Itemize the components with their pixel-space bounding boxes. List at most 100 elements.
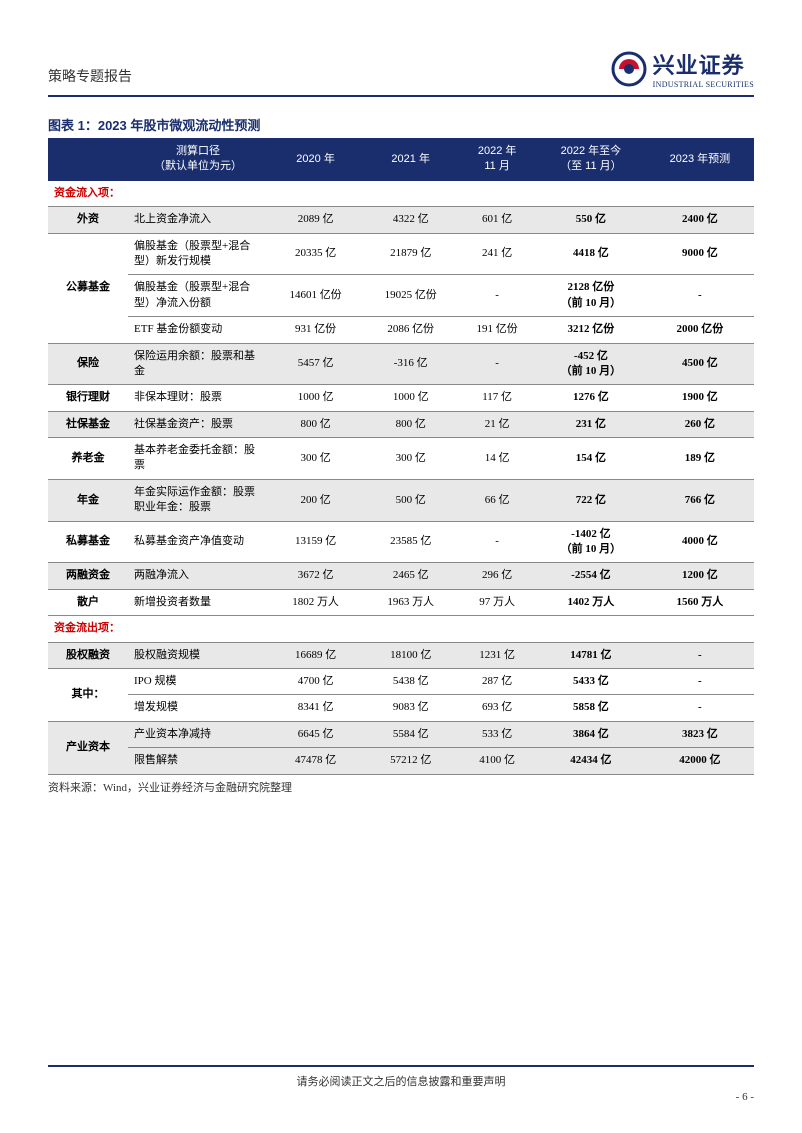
value-cell: 97 万人: [458, 589, 536, 615]
description-cell: 增发规模: [128, 695, 268, 721]
value-cell: 601 亿: [458, 207, 536, 233]
value-cell: 1276 亿: [536, 385, 646, 411]
logo-name-en: INDUSTRIAL SECURITIES: [653, 80, 754, 89]
value-cell: 500 亿: [363, 479, 458, 521]
company-logo: 兴业证券 INDUSTRIAL SECURITIES: [611, 48, 754, 89]
value-cell: 42434 亿: [536, 748, 646, 774]
value-cell: 693 亿: [458, 695, 536, 721]
value-cell: 2128 亿份（前 10 月）: [536, 275, 646, 317]
table-row: 社保基金社保基金资产：股票800 亿800 亿21 亿231 亿260 亿: [48, 411, 754, 437]
table-row: 产业资本产业资本净减持6645 亿5584 亿533 亿3864 亿3823 亿: [48, 721, 754, 747]
chart-title: 图表 1：2023 年股市微观流动性预测: [48, 115, 754, 134]
description-cell: 基本养老金委托金额：股票: [128, 438, 268, 480]
value-cell: -: [458, 275, 536, 317]
value-cell: 6645 亿: [268, 721, 363, 747]
value-cell: 3823 亿: [646, 721, 754, 747]
value-cell: 23585 亿: [363, 521, 458, 563]
description-cell: 年金实际运作金额：股票职业年金：股票: [128, 479, 268, 521]
table-row: 公募基金偏股基金（股票型+混合型）新发行规模20335 亿21879 亿241 …: [48, 233, 754, 275]
value-cell: 300 亿: [363, 438, 458, 480]
table-header: 测算口径（默认单位为元）2020 年2021 年2022 年11 月2022 年…: [48, 138, 754, 181]
value-cell: 1560 万人: [646, 589, 754, 615]
category-cell: 公募基金: [48, 233, 128, 343]
value-cell: 5457 亿: [268, 343, 363, 385]
value-cell: 1000 亿: [363, 385, 458, 411]
description-cell: IPO 规模: [128, 668, 268, 694]
table-row: 年金年金实际运作金额：股票职业年金：股票200 亿500 亿66 亿722 亿7…: [48, 479, 754, 521]
value-cell: -452 亿（前 10 月）: [536, 343, 646, 385]
section-label: 资金流出项：: [48, 616, 754, 642]
value-cell: -: [646, 275, 754, 317]
value-cell: 766 亿: [646, 479, 754, 521]
value-cell: 154 亿: [536, 438, 646, 480]
description-cell: 新增投资者数量: [128, 589, 268, 615]
value-cell: -: [458, 343, 536, 385]
value-cell: 931 亿份: [268, 317, 363, 343]
category-cell: 银行理财: [48, 385, 128, 411]
category-cell: 社保基金: [48, 411, 128, 437]
value-cell: 2086 亿份: [363, 317, 458, 343]
value-cell: 8341 亿: [268, 695, 363, 721]
value-cell: 1402 万人: [536, 589, 646, 615]
value-cell: 21879 亿: [363, 233, 458, 275]
value-cell: 231 亿: [536, 411, 646, 437]
description-cell: 社保基金资产：股票: [128, 411, 268, 437]
value-cell: 9083 亿: [363, 695, 458, 721]
value-cell: 5438 亿: [363, 668, 458, 694]
value-cell: 9000 亿: [646, 233, 754, 275]
value-cell: 800 亿: [268, 411, 363, 437]
description-cell: 股权融资规模: [128, 642, 268, 668]
value-cell: 5584 亿: [363, 721, 458, 747]
data-source: 资料来源：Wind，兴业证券经济与金融研究院整理: [48, 779, 754, 795]
column-header: 2021 年: [363, 138, 458, 181]
value-cell: 1000 亿: [268, 385, 363, 411]
page-number: - 6 -: [48, 1091, 754, 1103]
value-cell: 14781 亿: [536, 642, 646, 668]
description-cell: 私募基金资产净值变动: [128, 521, 268, 563]
description-cell: ETF 基金份额变动: [128, 317, 268, 343]
category-cell: 年金: [48, 479, 128, 521]
category-cell: 两融资金: [48, 563, 128, 589]
value-cell: 200 亿: [268, 479, 363, 521]
logo-name-cn: 兴业证券: [653, 48, 745, 80]
page-header: 策略专题报告 兴业证券 INDUSTRIAL SECURITIES: [48, 48, 754, 97]
table-row: 两融资金两融净流入3672 亿2465 亿296 亿-2554 亿1200 亿: [48, 563, 754, 589]
value-cell: 4700 亿: [268, 668, 363, 694]
description-cell: 限售解禁: [128, 748, 268, 774]
table-row: ETF 基金份额变动931 亿份2086 亿份191 亿份3212 亿份2000…: [48, 317, 754, 343]
table-row: 私募基金私募基金资产净值变动13159 亿23585 亿--1402 亿（前 1…: [48, 521, 754, 563]
value-cell: 533 亿: [458, 721, 536, 747]
value-cell: 2000 亿份: [646, 317, 754, 343]
report-type: 策略专题报告: [48, 48, 132, 86]
value-cell: -2554 亿: [536, 563, 646, 589]
value-cell: 260 亿: [646, 411, 754, 437]
description-cell: 非保本理财：股票: [128, 385, 268, 411]
value-cell: 191 亿份: [458, 317, 536, 343]
table-row: 保险保险运用余额：股票和基金5457 亿-316 亿--452 亿（前 10 月…: [48, 343, 754, 385]
liquidity-forecast-table: 测算口径（默认单位为元）2020 年2021 年2022 年11 月2022 年…: [48, 138, 754, 775]
value-cell: 1231 亿: [458, 642, 536, 668]
value-cell: 2465 亿: [363, 563, 458, 589]
value-cell: 1900 亿: [646, 385, 754, 411]
category-cell: 外资: [48, 207, 128, 233]
value-cell: 4100 亿: [458, 748, 536, 774]
value-cell: 57212 亿: [363, 748, 458, 774]
value-cell: 300 亿: [268, 438, 363, 480]
section-label: 资金流入项：: [48, 181, 754, 207]
value-cell: 550 亿: [536, 207, 646, 233]
column-header: 2022 年至今（至 11 月）: [536, 138, 646, 181]
value-cell: 189 亿: [646, 438, 754, 480]
value-cell: -: [646, 642, 754, 668]
value-cell: 4000 亿: [646, 521, 754, 563]
value-cell: 42000 亿: [646, 748, 754, 774]
value-cell: 241 亿: [458, 233, 536, 275]
value-cell: 20335 亿: [268, 233, 363, 275]
value-cell: 117 亿: [458, 385, 536, 411]
table-body: 资金流入项：外资北上资金净流入2089 亿4322 亿601 亿550 亿240…: [48, 181, 754, 774]
category-cell: 私募基金: [48, 521, 128, 563]
value-cell: -316 亿: [363, 343, 458, 385]
value-cell: 5433 亿: [536, 668, 646, 694]
category-cell: 股权融资: [48, 642, 128, 668]
value-cell: 287 亿: [458, 668, 536, 694]
value-cell: 16689 亿: [268, 642, 363, 668]
